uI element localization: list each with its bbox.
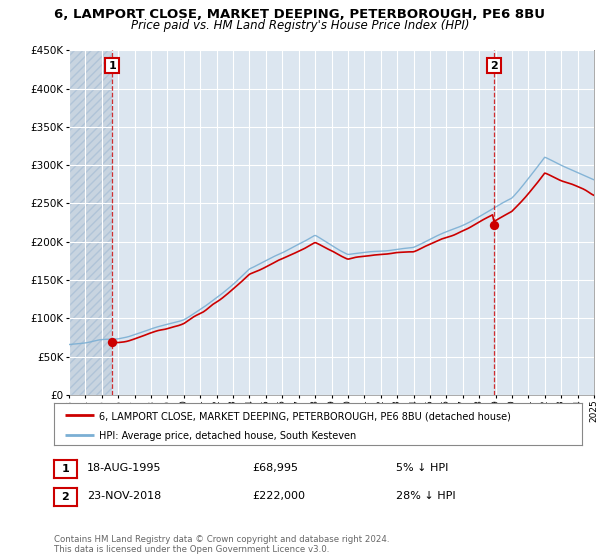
Text: 28% ↓ HPI: 28% ↓ HPI bbox=[396, 491, 455, 501]
Point bbox=[489, 221, 499, 230]
Bar bbox=[69, 50, 112, 395]
Point bbox=[107, 338, 117, 347]
Text: Contains HM Land Registry data © Crown copyright and database right 2024.
This d: Contains HM Land Registry data © Crown c… bbox=[54, 535, 389, 554]
Text: 2: 2 bbox=[62, 492, 69, 502]
Text: 1: 1 bbox=[62, 464, 69, 474]
Text: £222,000: £222,000 bbox=[252, 491, 305, 501]
Text: 6, LAMPORT CLOSE, MARKET DEEPING, PETERBOROUGH, PE6 8BU (detached house): 6, LAMPORT CLOSE, MARKET DEEPING, PETERB… bbox=[99, 412, 511, 422]
Text: 5% ↓ HPI: 5% ↓ HPI bbox=[396, 463, 448, 473]
Text: HPI: Average price, detached house, South Kesteven: HPI: Average price, detached house, Sout… bbox=[99, 431, 356, 441]
Text: 23-NOV-2018: 23-NOV-2018 bbox=[87, 491, 161, 501]
Text: 2: 2 bbox=[490, 60, 498, 71]
Text: 6, LAMPORT CLOSE, MARKET DEEPING, PETERBOROUGH, PE6 8BU: 6, LAMPORT CLOSE, MARKET DEEPING, PETERB… bbox=[55, 8, 545, 21]
Text: 1: 1 bbox=[108, 60, 116, 71]
Text: Price paid vs. HM Land Registry's House Price Index (HPI): Price paid vs. HM Land Registry's House … bbox=[131, 19, 469, 32]
Text: 18-AUG-1995: 18-AUG-1995 bbox=[87, 463, 161, 473]
Text: £68,995: £68,995 bbox=[252, 463, 298, 473]
